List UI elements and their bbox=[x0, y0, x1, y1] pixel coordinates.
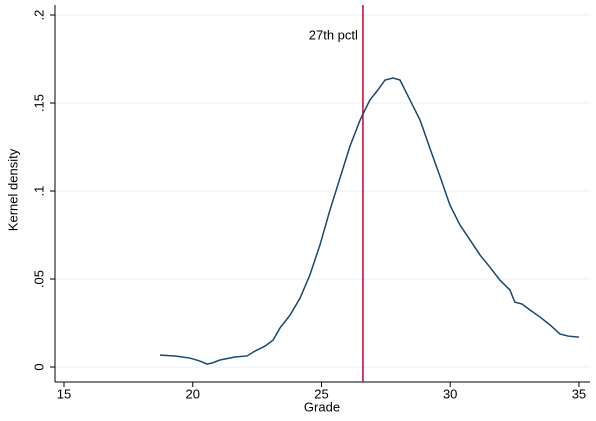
y-tick-label: .15 bbox=[31, 94, 46, 112]
y-tick-label: .2 bbox=[31, 10, 46, 21]
x-tick-label: 25 bbox=[314, 386, 328, 401]
x-tick-label: 30 bbox=[443, 386, 457, 401]
x-axis-label: Grade bbox=[304, 399, 340, 414]
density-curve bbox=[159, 77, 580, 365]
y-axis-label: Kernel density bbox=[5, 148, 20, 231]
x-tick-label: 35 bbox=[572, 386, 586, 401]
y-tick-label: .1 bbox=[31, 186, 46, 197]
y-tick-label: 0 bbox=[31, 363, 46, 370]
y-tick-label: .05 bbox=[31, 270, 46, 288]
annotation-label: 27th pctl bbox=[309, 27, 358, 42]
x-tick-label: 20 bbox=[186, 386, 200, 401]
x-tick-label: 15 bbox=[57, 386, 71, 401]
